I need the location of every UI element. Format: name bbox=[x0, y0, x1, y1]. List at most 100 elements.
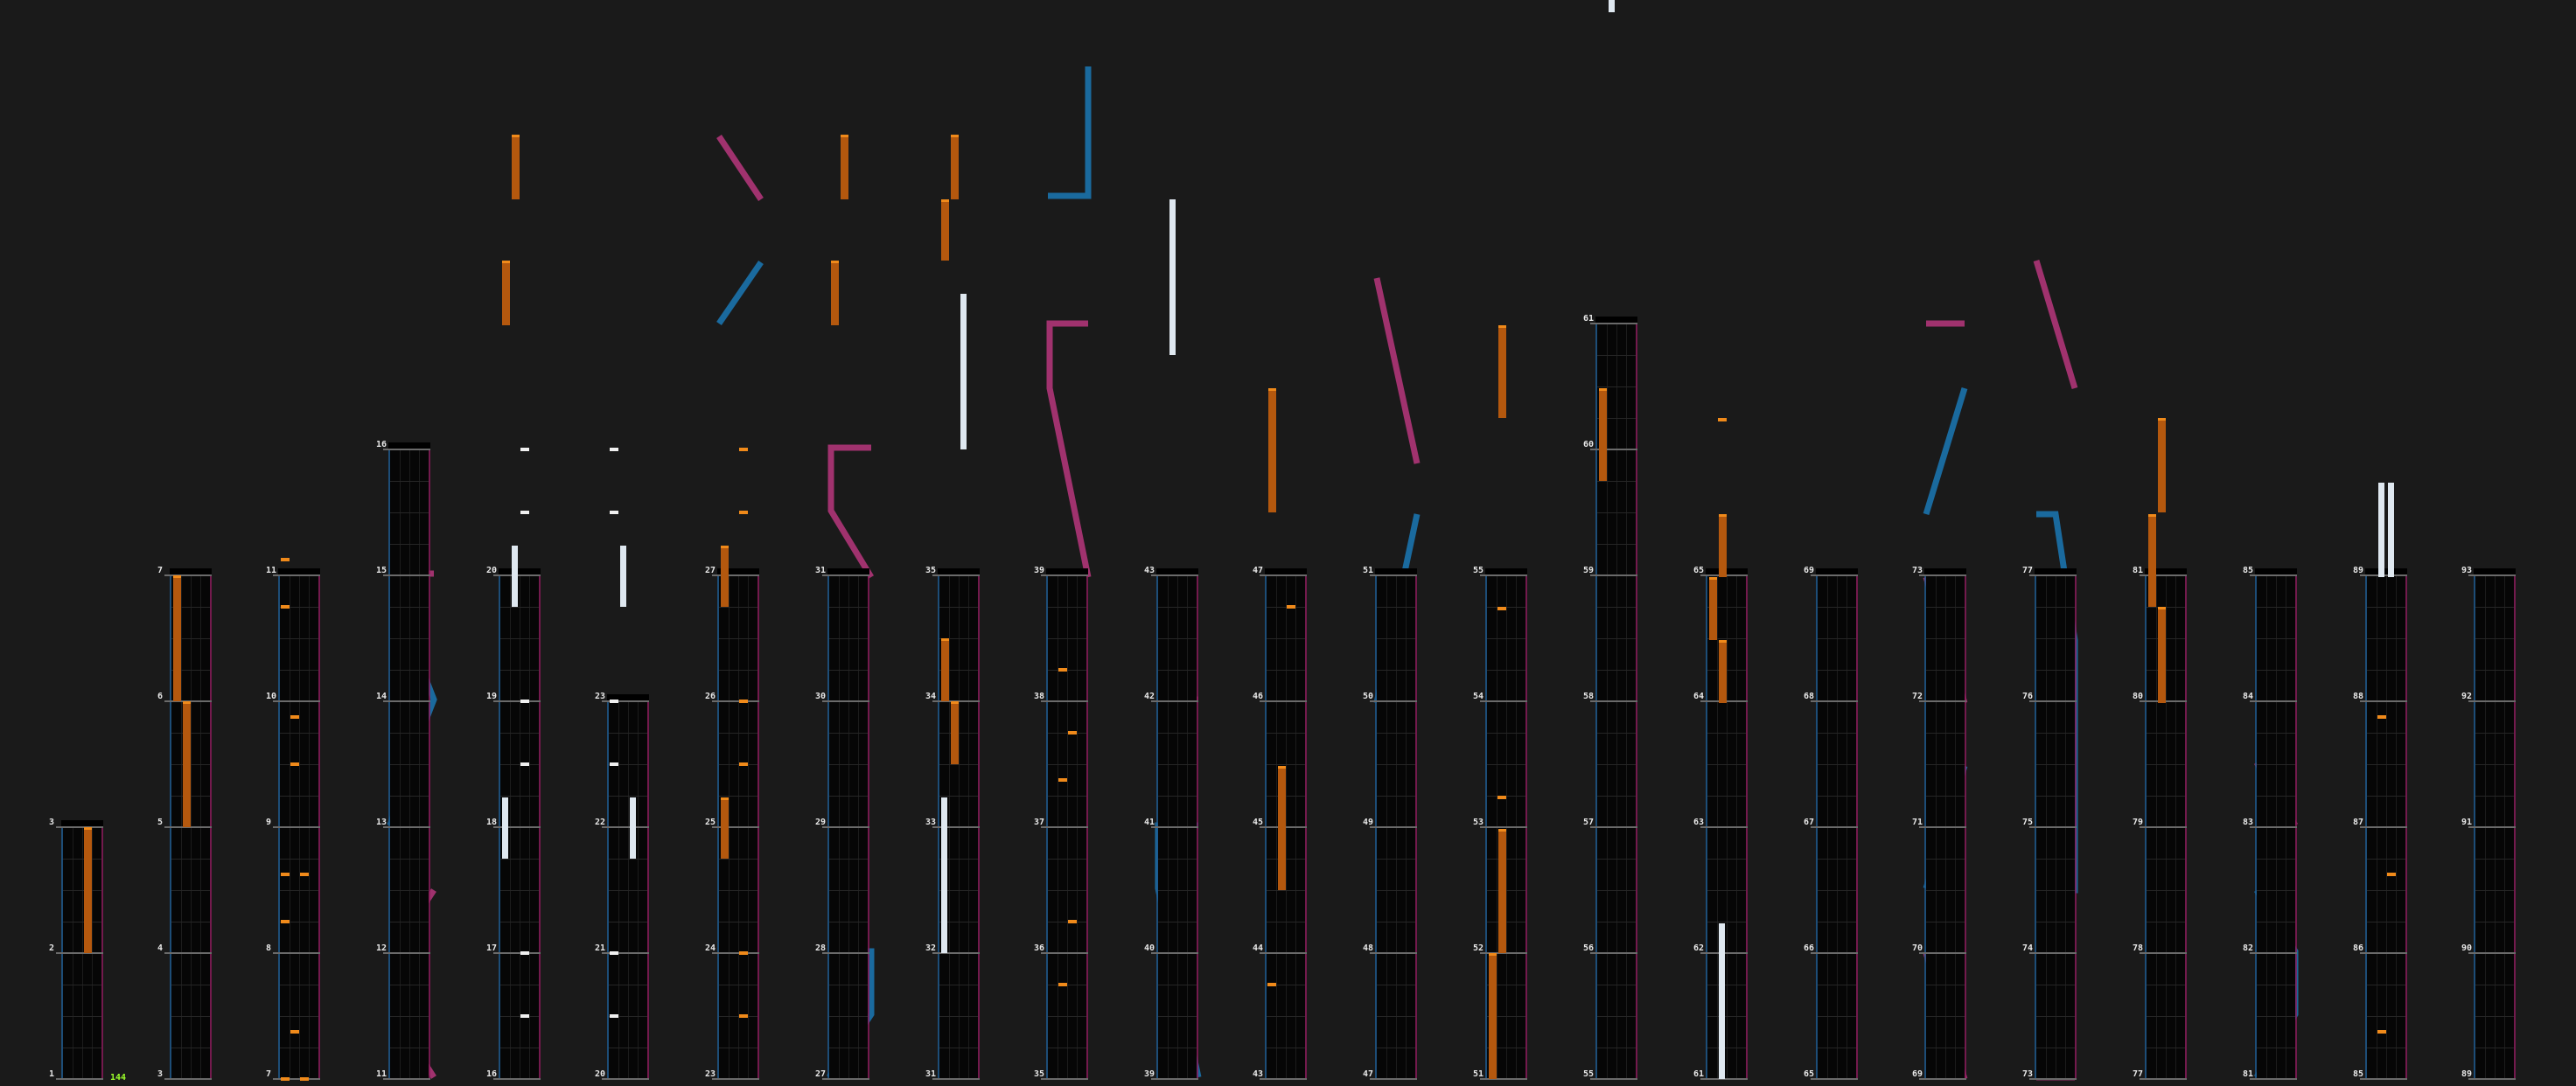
measure-number: 59 bbox=[1583, 566, 1595, 575]
beat-line bbox=[2147, 796, 2185, 797]
beat-line bbox=[390, 670, 429, 671]
beat-line bbox=[1926, 764, 1965, 765]
beat-line bbox=[171, 1016, 210, 1017]
beat-line bbox=[1048, 796, 1086, 797]
measure-line bbox=[1480, 826, 1527, 828]
tap-note bbox=[290, 762, 299, 766]
beat-line bbox=[1707, 890, 1746, 891]
measure-line bbox=[1590, 952, 1637, 954]
measure-line bbox=[822, 826, 869, 828]
measure-line bbox=[1370, 700, 1417, 702]
measure-number: 57 bbox=[1583, 818, 1595, 827]
white-hold-note bbox=[1169, 199, 1176, 355]
tap-note bbox=[1068, 731, 1077, 734]
measure-line bbox=[1811, 952, 1858, 954]
measure-line bbox=[493, 952, 541, 954]
beat-line bbox=[1487, 764, 1525, 765]
measure-number: 91 bbox=[2461, 818, 2473, 827]
beat-line bbox=[2257, 859, 2295, 860]
beat-line bbox=[2147, 764, 2185, 765]
measure-number: 63 bbox=[1693, 818, 1705, 827]
tap-note bbox=[739, 1014, 748, 1018]
beat-line bbox=[2036, 670, 2075, 671]
measure-line bbox=[1590, 826, 1637, 828]
white-hold-note bbox=[630, 797, 636, 859]
tap-note bbox=[281, 605, 290, 609]
column-header bbox=[1485, 568, 1527, 575]
beat-line bbox=[939, 764, 978, 765]
measure-line bbox=[2140, 574, 2187, 576]
measure-number: 49 bbox=[1363, 818, 1374, 827]
column-header bbox=[388, 442, 430, 449]
beat-line bbox=[719, 890, 757, 891]
beat-line bbox=[171, 733, 210, 734]
hold-note bbox=[2148, 514, 2156, 607]
measure-line bbox=[932, 1078, 980, 1080]
measure-line bbox=[273, 1078, 320, 1080]
measure-line bbox=[2029, 700, 2077, 702]
beat-line bbox=[1377, 1016, 1415, 1017]
chart-column: 43 42 41 40 39 bbox=[1144, 567, 1198, 1080]
beat-line bbox=[2475, 733, 2514, 734]
measure-line bbox=[1041, 826, 1088, 828]
chart-column: 23 22 21 20 bbox=[595, 693, 649, 1080]
beat-line bbox=[1597, 418, 1636, 419]
measure-number: 83 bbox=[2243, 818, 2254, 827]
beat-line bbox=[719, 638, 757, 639]
measure-line bbox=[602, 1078, 649, 1080]
measure-line bbox=[1041, 700, 1088, 702]
beat-line bbox=[2036, 607, 2075, 608]
measure-number: 47 bbox=[1363, 1069, 1374, 1079]
measure-number: 86 bbox=[2353, 943, 2364, 953]
measure-line bbox=[2140, 1078, 2187, 1080]
hold-note bbox=[1599, 388, 1607, 481]
measure-number: 73 bbox=[2022, 1069, 2034, 1079]
beat-line bbox=[1707, 733, 1746, 734]
beat-line bbox=[2475, 890, 2514, 891]
beat-line bbox=[1707, 607, 1746, 608]
measure-number: 11 bbox=[266, 566, 277, 575]
measure-line bbox=[1260, 700, 1307, 702]
beat-line bbox=[1818, 638, 1856, 639]
measure-number: 32 bbox=[925, 943, 937, 953]
beat-line bbox=[390, 481, 429, 482]
measure-line bbox=[1370, 952, 1417, 954]
measure-number: 79 bbox=[2133, 818, 2144, 827]
measure-number: 61 bbox=[1693, 1069, 1705, 1079]
measure-line bbox=[602, 700, 649, 702]
measure-line bbox=[822, 952, 869, 954]
beat-line bbox=[1926, 796, 1965, 797]
beat-line bbox=[1267, 638, 1305, 639]
beat-line bbox=[1048, 733, 1086, 734]
measure-number: 29 bbox=[815, 818, 827, 827]
measure-line bbox=[2468, 700, 2516, 702]
beat-line bbox=[939, 890, 978, 891]
measure-line bbox=[273, 826, 320, 828]
measure-line bbox=[822, 1078, 869, 1080]
measure-line bbox=[2250, 574, 2297, 576]
measure-line bbox=[273, 952, 320, 954]
beat-line bbox=[63, 859, 101, 860]
column-header bbox=[2255, 568, 2297, 575]
beat-line bbox=[500, 670, 539, 671]
tap-note bbox=[1058, 778, 1067, 782]
measure-number: 87 bbox=[2353, 818, 2364, 827]
beat-line bbox=[1048, 670, 1086, 671]
measure-number: 74 bbox=[2022, 943, 2034, 953]
beat-line bbox=[1487, 607, 1525, 608]
chart-column: 69 68 67 66 65 bbox=[1804, 567, 1858, 1080]
column-header bbox=[2035, 568, 2077, 575]
measure-number: 33 bbox=[925, 818, 937, 827]
beat-line bbox=[1158, 638, 1197, 639]
measure-number: 75 bbox=[2022, 818, 2034, 827]
tap-note bbox=[739, 762, 748, 766]
column-header bbox=[717, 568, 759, 575]
measure-number: 3 bbox=[157, 1069, 164, 1079]
measure-line bbox=[493, 1078, 541, 1080]
beat-line bbox=[280, 638, 318, 639]
measure-number: 20 bbox=[595, 1069, 606, 1079]
beat-line bbox=[500, 638, 539, 639]
beat-line bbox=[1597, 481, 1636, 482]
measure-number: 24 bbox=[705, 943, 716, 953]
measure-line bbox=[712, 826, 759, 828]
